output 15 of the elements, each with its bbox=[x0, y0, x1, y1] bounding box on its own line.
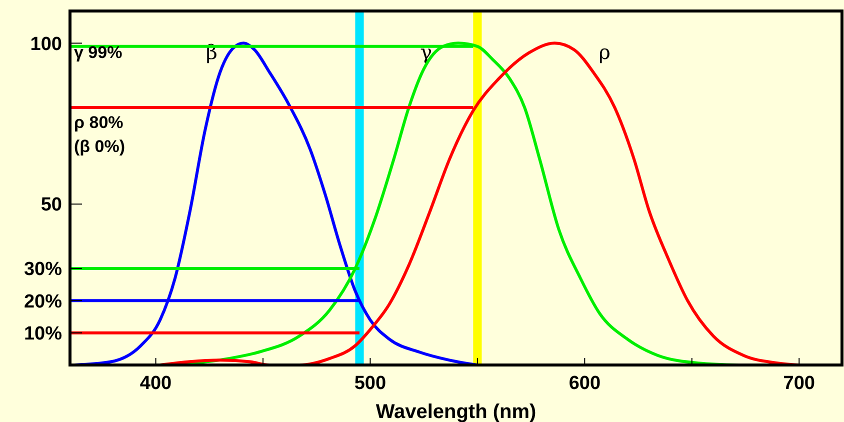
series-label: ρ bbox=[598, 40, 611, 64]
x-tick-label: 600 bbox=[568, 373, 601, 394]
y-tick-label: 20% bbox=[24, 291, 62, 312]
y-tick-label: 30% bbox=[24, 259, 62, 280]
y-tick-label: 10% bbox=[24, 323, 62, 344]
annotation: ρ 80% bbox=[74, 113, 124, 132]
y-tick-label: 50 bbox=[40, 194, 62, 216]
x-tick-label: 400 bbox=[140, 373, 172, 394]
x-axis-title: Wavelength (nm) bbox=[376, 401, 536, 422]
annotation: (β 0%) bbox=[74, 137, 125, 156]
y-tick-label: 100 bbox=[30, 34, 62, 55]
annotation: γ 99% bbox=[74, 43, 122, 62]
series-label: γ bbox=[420, 40, 432, 64]
x-tick-label: 500 bbox=[354, 373, 386, 394]
x-tick-label: 700 bbox=[783, 373, 815, 394]
